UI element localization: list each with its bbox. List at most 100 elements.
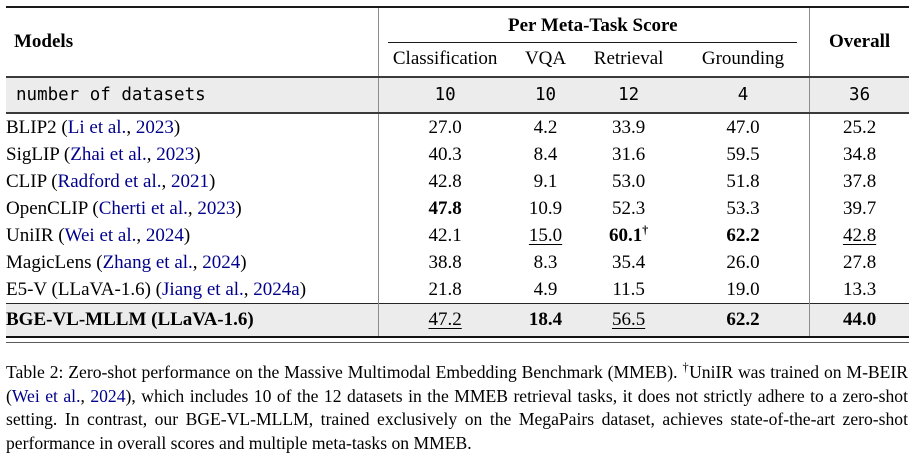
citation-year-link[interactable]: 2024 <box>202 251 241 273</box>
score-value: 15.0 <box>528 224 563 246</box>
citation-year-link[interactable]: 2021 <box>170 170 209 192</box>
caption-text: UniIR was trained on M-BEIR ( <box>6 362 908 406</box>
datasets-row-label: number of datasets <box>6 77 380 114</box>
model-name-cell: OpenCLIP (Cherti et al., 2023) <box>6 195 380 222</box>
score-value: 47.2 <box>428 309 462 330</box>
citation-year-link[interactable]: 2023 <box>135 116 174 138</box>
score-value: 51.8 <box>726 170 760 192</box>
score-cell-retrieval: 60.1† <box>580 222 677 249</box>
score-cell-retrieval: 11.5 <box>580 276 677 304</box>
model-name-cell: E5-V (LLaVA-1.6) (Jiang et al., 2024a) <box>6 276 380 304</box>
header-row-tasks: Classification VQA Retrieval Grounding <box>6 43 909 78</box>
score-value: 8.4 <box>533 143 558 165</box>
score-value: 4.2 <box>533 116 558 138</box>
score-cell-grounding: 59.5 <box>677 141 810 168</box>
score-value: 52.3 <box>611 197 646 219</box>
score-value: 60.1† <box>609 223 649 246</box>
table-row-bge-vl-mllm: BGE-VL-MLLM (LLaVA-1.6) 47.2 18.4 56.5 62.2 4… <box>6 303 909 338</box>
score-value: 42.8 <box>428 170 462 192</box>
score-value: 11.5 <box>612 278 645 300</box>
score-cell-overall: 42.8 <box>809 222 909 249</box>
score-cell-grounding: 62.2 <box>677 222 810 249</box>
score-value: 47.8 <box>428 197 462 219</box>
model-name-cell: CLIP (Radford et al., 2021) <box>6 168 380 195</box>
score-cell-grounding: 51.8 <box>677 168 810 195</box>
table-row-siglip: SigLIP (Zhai et al., 2023) 40.3 8.4 31.6 59.… <box>6 141 909 168</box>
citation-authors-link[interactable]: Li et al. <box>67 116 127 138</box>
score-cell-overall: 34.8 <box>809 141 909 168</box>
score-cell-grounding: 53.3 <box>677 195 810 222</box>
score-cell-classification: 40.3 <box>379 141 511 168</box>
citation-authors-link[interactable]: Jiang et al. <box>162 278 244 300</box>
score-value: 25.2 <box>842 116 877 138</box>
caption-text: , <box>80 385 91 406</box>
table-caption: Table 2: Zero-shot performance on the Ma… <box>6 356 908 455</box>
citation-year-link[interactable]: 2024a <box>253 278 300 300</box>
score-cell-grounding: 26.0 <box>677 249 810 276</box>
score-cell-vqa: 4.9 <box>511 276 581 304</box>
model-name-cell: UniIR (Wei et al., 2024) <box>6 222 380 249</box>
citation-authors-link[interactable]: Cherti et al. <box>98 197 188 219</box>
datasets-count-cell-overall: 36 <box>809 77 909 114</box>
score-value: 59.5 <box>726 143 760 165</box>
score-value: 42.8 <box>842 224 877 246</box>
caption-text: ), which includes 10 of the 12 datasets … <box>6 385 908 453</box>
group-header-label: Per Meta-Task Score <box>388 15 798 43</box>
caption-citation-link[interactable]: Wei et al. <box>11 385 81 406</box>
final-score-cell-classification: 47.2 <box>378 303 511 338</box>
score-cell-retrieval: 35.4 <box>580 249 677 276</box>
score-value: 53.0 <box>611 170 646 192</box>
score-cell-vqa: 4.2 <box>511 113 581 141</box>
score-cell-vqa: 15.0 <box>511 222 581 249</box>
score-value: 10.9 <box>528 197 563 219</box>
citation-year-link[interactable]: 2024 <box>145 224 184 246</box>
score-value: 35.4 <box>611 251 646 273</box>
score-cell-retrieval: 33.9 <box>580 113 677 141</box>
score-value: 47.0 <box>726 116 760 138</box>
score-value: 53.3 <box>726 197 760 219</box>
score-cell-vqa: 10.9 <box>511 195 581 222</box>
score-cell-grounding: 47.0 <box>677 113 810 141</box>
citation-authors-link[interactable]: Radford et al. <box>57 170 162 192</box>
score-cell-overall: 27.8 <box>809 249 909 276</box>
score-cell-vqa: 8.3 <box>511 249 581 276</box>
score-value: 21.8 <box>428 278 462 300</box>
score-cell-classification: 21.8 <box>379 276 511 304</box>
score-value: 40.3 <box>428 143 462 165</box>
datasets-count-cell-classification: 10 <box>378 77 511 114</box>
table-row-openclip: OpenCLIP (Cherti et al., 2023) 47.8 10.9 52… <box>6 195 909 222</box>
citation-authors-link[interactable]: Wei et al. <box>64 224 137 246</box>
score-cell-overall: 13.3 <box>809 276 909 304</box>
score-value: 62.2 <box>726 309 760 330</box>
score-value: 13.3 <box>842 278 877 300</box>
model-name-cell: MagicLens (Zhang et al., 2024) <box>6 249 380 276</box>
dagger-marker: † <box>642 223 649 237</box>
score-value: 19.0 <box>726 278 760 300</box>
citation-year-link[interactable]: 2023 <box>197 197 236 219</box>
score-cell-grounding: 19.0 <box>677 276 810 304</box>
score-value: 56.5 <box>611 309 646 330</box>
caption-dagger: † <box>682 360 690 375</box>
score-cell-retrieval: 52.3 <box>580 195 677 222</box>
score-cell-classification: 27.0 <box>379 113 511 141</box>
score-cell-overall: 39.7 <box>809 195 909 222</box>
citation-year-link[interactable]: 2023 <box>156 143 195 165</box>
col-header-overall: Overall <box>809 7 909 78</box>
score-value: 37.8 <box>842 170 877 192</box>
final-score-cell-vqa: 18.4 <box>510 303 581 338</box>
citation-authors-link[interactable]: Zhang et al. <box>102 251 193 273</box>
citation-authors-link[interactable]: Zhai et al. <box>70 143 147 165</box>
score-value: 27.8 <box>842 251 877 273</box>
score-cell-classification: 42.1 <box>379 222 511 249</box>
score-cell-classification: 38.8 <box>379 249 511 276</box>
final-score-cell-grounding: 62.2 <box>676 303 810 338</box>
final-model-name-cell: BGE-VL-MLLM (LLaVA-1.6) <box>6 303 380 338</box>
score-cell-classification: 47.8 <box>379 195 511 222</box>
col-header-classification: Classification <box>378 43 511 78</box>
caption-citation-link[interactable]: 2024 <box>90 385 126 406</box>
score-value: 33.9 <box>611 116 646 138</box>
score-value: 38.8 <box>428 251 462 273</box>
score-cell-classification: 42.8 <box>379 168 511 195</box>
score-value: 8.3 <box>533 251 558 273</box>
